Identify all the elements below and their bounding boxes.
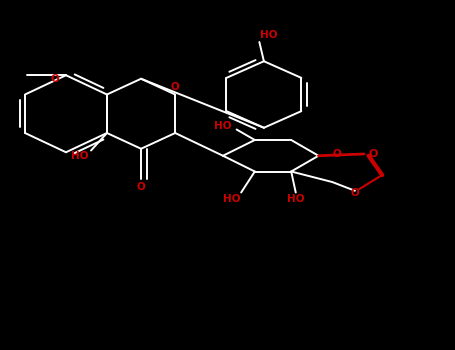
Text: HO: HO xyxy=(71,151,88,161)
Text: HO: HO xyxy=(287,195,304,204)
Text: HO: HO xyxy=(260,30,277,40)
Text: O: O xyxy=(369,149,378,159)
Text: O: O xyxy=(136,182,146,192)
Text: O: O xyxy=(350,188,359,197)
Text: O: O xyxy=(332,149,341,159)
Text: HO: HO xyxy=(223,195,241,204)
Text: O: O xyxy=(171,82,180,92)
Text: O: O xyxy=(50,75,59,84)
Text: HO: HO xyxy=(214,121,232,131)
